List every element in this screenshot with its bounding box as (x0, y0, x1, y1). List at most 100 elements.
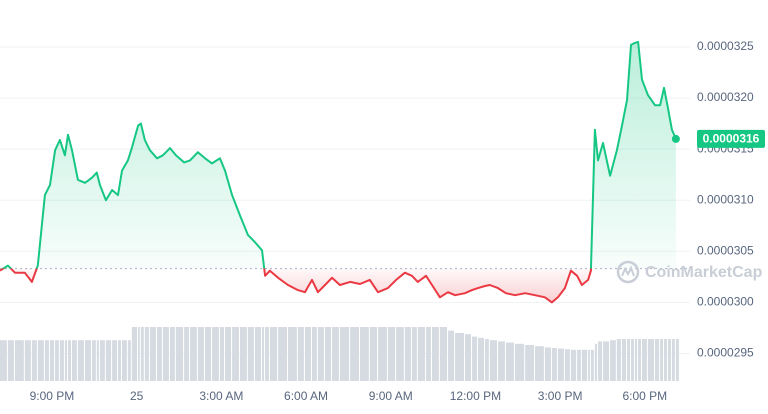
volume-bar (71, 340, 77, 381)
last-point (671, 134, 680, 143)
volume-bar (472, 336, 477, 381)
volume-bar (464, 334, 472, 381)
volume-bar (359, 327, 369, 381)
watermark: CoinMarketCap (616, 260, 763, 284)
volume-bar (630, 339, 634, 381)
volume-bar (551, 348, 557, 381)
volume-bar (638, 339, 642, 381)
volume-bar (642, 339, 647, 381)
x-tick-label: 3:00 PM (538, 389, 583, 403)
volume-bar (92, 340, 96, 381)
volume-bar (44, 340, 49, 381)
volume-bar (557, 348, 564, 381)
volume-bar (485, 339, 489, 381)
volume-bar (7, 340, 14, 381)
volume-bar (455, 333, 464, 381)
price-badge-label: 0.0000316 (703, 132, 760, 146)
watermark-text: CoinMarketCap (645, 264, 763, 281)
volume-bar (131, 327, 138, 381)
volume-bar (77, 340, 84, 381)
volume-bar (616, 339, 621, 381)
volume-bar (448, 330, 455, 381)
volume-bar (304, 327, 311, 381)
x-tick-label: 25 (130, 389, 144, 403)
volume-bar (594, 343, 597, 381)
volume-bar (14, 340, 24, 381)
volume-bar (184, 327, 190, 381)
volume-bar (239, 327, 247, 381)
volume-bar (675, 339, 679, 381)
volume-bar (671, 339, 675, 381)
volume-bar (597, 341, 603, 381)
volume-bar (350, 327, 359, 381)
volume-bar (175, 327, 184, 381)
volume-bar (544, 347, 551, 381)
volume-bar (332, 327, 339, 381)
x-tick-label: 6:00 AM (284, 389, 328, 403)
volume-bar (439, 327, 448, 381)
volume-bar (570, 349, 577, 381)
y-tick-label: 0.0000295 (697, 346, 754, 360)
volume-bar (505, 342, 514, 381)
volume-bar (588, 349, 590, 381)
volume-bar (31, 340, 37, 381)
volume-bar (317, 327, 324, 381)
volume-bar (96, 340, 99, 381)
volume-bar (162, 327, 169, 381)
volume-bar (411, 327, 417, 381)
volume-bar (254, 327, 261, 381)
volume-bar (278, 327, 287, 381)
y-tick-label: 0.0000310 (697, 192, 754, 206)
volume-bar (190, 327, 197, 381)
volume-bar (378, 327, 387, 381)
volume-bar (431, 327, 439, 381)
volume-bar (660, 339, 664, 381)
volume-bar (127, 340, 131, 381)
volume-bar (311, 327, 317, 381)
volume-bar (118, 340, 121, 381)
y-tick-label: 0.0000305 (697, 243, 754, 257)
volume-bar (156, 327, 162, 381)
volume-bar (49, 340, 55, 381)
volume-bar (369, 327, 378, 381)
volume-bar (404, 327, 411, 381)
volume-bar (261, 327, 265, 381)
volume-bar (149, 327, 156, 381)
volume-bar (112, 340, 118, 381)
volume-bar (564, 349, 570, 381)
volume-bar (37, 340, 44, 381)
volume-bar (581, 349, 588, 381)
volume-bar (525, 345, 535, 381)
volume-bar (138, 327, 140, 381)
volume-bar (603, 341, 610, 381)
x-tick-label: 12:00 PM (450, 389, 501, 403)
volume-bar (477, 337, 485, 381)
volume-bar (664, 339, 667, 381)
volume-bar (269, 327, 278, 381)
volume-bar (225, 327, 232, 381)
x-tick-label: 3:00 AM (199, 389, 243, 403)
volume-bar (577, 349, 581, 381)
price-badge (697, 129, 765, 148)
volume-bar (498, 341, 505, 381)
volume-bar (535, 346, 544, 381)
volume-bar (144, 327, 149, 381)
volume-bar (654, 339, 660, 381)
volume-bar (610, 340, 616, 381)
volume-bar (232, 327, 239, 381)
volume-bar (64, 340, 68, 381)
x-tick-label: 9:00 AM (369, 389, 413, 403)
volume-bar (0, 340, 7, 381)
volume-bar (387, 327, 396, 381)
volume-bar (169, 327, 175, 381)
volume-bar (647, 339, 654, 381)
volume-bar (68, 340, 71, 381)
x-tick-label: 6:00 PM (622, 389, 667, 403)
volume-bar (212, 327, 219, 381)
volume-bar (590, 349, 594, 381)
y-tick-label: 0.0000325 (697, 39, 754, 53)
volume-bar (426, 327, 431, 381)
volume-bar (297, 327, 304, 381)
volume-bar (287, 327, 297, 381)
